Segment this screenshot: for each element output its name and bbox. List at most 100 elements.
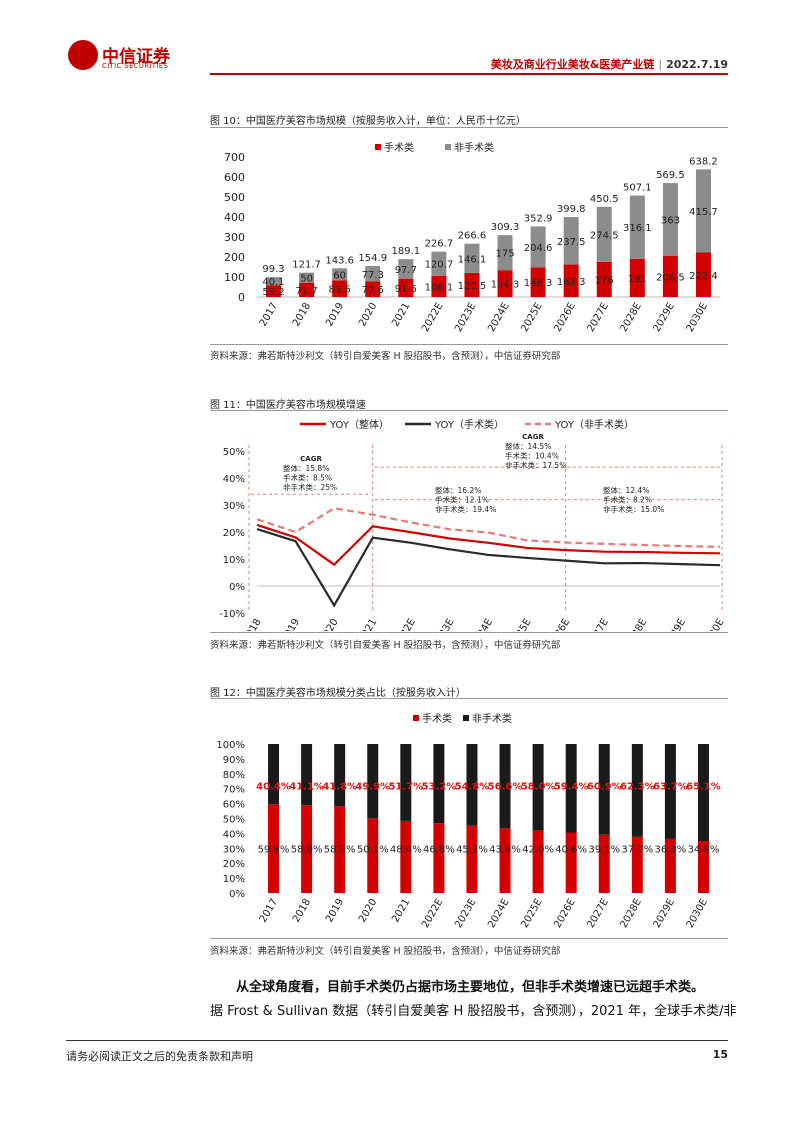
bar-segment-surgical — [334, 806, 346, 893]
data-label-total: 154.9 — [358, 253, 387, 264]
data-label-surgical: 91.5 — [395, 284, 417, 295]
bar-segment-surgical — [332, 280, 348, 297]
cagr-title: CAGR — [522, 433, 544, 441]
x-tick-label: 2021 — [390, 897, 412, 925]
data-label-nonsurgical: 60.9% — [587, 782, 622, 793]
y-tick-label: -10% — [219, 609, 245, 620]
cagr-text: 手术类：12.1% — [435, 495, 489, 505]
bar-segment-nonsurgical — [563, 217, 579, 265]
bar-segment-nonsurgical — [334, 744, 346, 807]
fig11-source: 资料来源：弗若斯特沙利文（转引自爱美客 H 股招股书，含预测），中信证券研究部 — [210, 640, 561, 651]
x-tick-label: 2026E — [552, 301, 577, 334]
bar-segment-nonsurgical — [365, 266, 381, 282]
bar-segment-nonsurgical — [433, 744, 445, 824]
x-tick-label: 2019 — [324, 897, 346, 925]
cagr-title: CAGR — [300, 455, 322, 463]
logo-subtext: CITIC SECURITIES — [102, 62, 169, 70]
data-label-nonsurgical: 58.0% — [521, 782, 556, 793]
bar-segment-surgical — [631, 836, 643, 893]
bar-segment-nonsurgical — [664, 744, 676, 839]
bar-segment-surgical — [398, 278, 414, 297]
x-tick-label: 2028E — [624, 617, 649, 631]
data-label-nonsurgical: 63.7% — [653, 782, 688, 793]
legend-label: 非手术类 — [472, 712, 512, 725]
data-label-surgical: 34.9% — [688, 844, 720, 855]
data-label-surgical: 134.3 — [491, 280, 520, 291]
x-tick-label: 2022E — [393, 617, 418, 631]
data-label-surgical: 40.6% — [555, 844, 587, 855]
data-label-total: 638.2 — [689, 156, 718, 167]
data-label-surgical: 58.2% — [324, 844, 356, 855]
page-number: 15 — [712, 1048, 728, 1061]
x-tick-label: 2024E — [486, 301, 511, 334]
bar-segment-nonsurgical — [466, 744, 478, 826]
y-tick-label: 10% — [223, 874, 245, 885]
x-tick-label: 2026E — [552, 897, 577, 930]
y-tick-label: 70% — [223, 785, 245, 796]
bar-segment-nonsurgical — [565, 744, 577, 833]
x-tick-label: 2019 — [280, 617, 302, 631]
y-tick-label: 10% — [223, 555, 245, 566]
fig11-chart: -10% 0% 10% 20% 30% 40% 50% YOY（整体） YOY（手术类） YOY（… — [219, 418, 726, 631]
body-paragraph: 据 Frost & Sullivan 数据（转引自爱美客 H 股招股书，含预测）… — [210, 1004, 737, 1019]
data-label-surgical: 71.7 — [295, 286, 317, 297]
bar-segment-nonsurgical — [367, 744, 379, 819]
data-label-nonsurgical: 204.6 — [524, 243, 553, 254]
data-label-nonsurgical: 175 — [495, 249, 514, 260]
x-tick-label: 2025E — [508, 617, 533, 631]
report-header: 美妆及商业行业美妆&医美产业链 | 2022.7.19 — [490, 58, 728, 71]
bar-segment-nonsurgical — [662, 183, 678, 256]
data-label-total: 189.1 — [392, 246, 421, 257]
x-tick-label: 2024E — [470, 617, 495, 631]
data-label-nonsurgical: 49.9% — [355, 782, 390, 793]
data-label-surgical: 77.6 — [362, 285, 384, 296]
x-tick-label: 2023E — [453, 301, 478, 334]
bar-segment-nonsurgical — [400, 744, 412, 821]
data-label-surgical: 46.8% — [423, 844, 455, 855]
data-label-nonsurgical: 415.7 — [689, 207, 718, 218]
y-tick-label: 100% — [216, 740, 245, 751]
bar-segment-surgical — [664, 838, 676, 893]
report-date: 2022.7.19 — [666, 58, 728, 71]
data-label-nonsurgical: 363 — [661, 215, 680, 226]
legend-swatch — [445, 144, 451, 150]
data-label-surgical: 36.3% — [655, 844, 687, 855]
bar-segment-surgical — [563, 264, 579, 297]
data-label-nonsurgical: 237.5 — [557, 237, 586, 248]
data-label-surgical: 106.1 — [425, 282, 454, 293]
data-label-nonsurgical: 40.1 — [262, 277, 284, 288]
legend-label: 手术类 — [384, 141, 414, 154]
bar-segment-nonsurgical — [268, 744, 280, 805]
data-label-surgical: 45.2% — [456, 844, 488, 855]
bar-segment-surgical — [301, 805, 313, 893]
bar-segment-nonsurgical — [631, 744, 643, 837]
cagr-text: 整体：14.5% — [505, 441, 551, 451]
fig10-chart: 0 100 200 300 400 500 600 700 手术类 非手术类 59.240.1 99.… — [224, 141, 720, 334]
bar-segment-surgical — [697, 840, 709, 893]
x-tick-label: 2025E — [519, 897, 544, 930]
data-label-nonsurgical: 40.4% — [256, 782, 291, 793]
bar-segment-surgical — [400, 820, 412, 893]
data-label-surgical: 42.0% — [522, 844, 554, 855]
x-tick-label: 2027E — [585, 301, 610, 334]
bar-segment-surgical — [466, 825, 478, 893]
data-label-total: 226.7 — [425, 239, 454, 250]
data-label-nonsurgical: 59.4% — [554, 782, 589, 793]
data-label-surgical: 148.3 — [524, 278, 553, 289]
citic-logo-icon — [68, 40, 98, 70]
data-label-total: 569.5 — [656, 170, 685, 181]
data-label-surgical: 50.1% — [357, 844, 389, 855]
data-label-nonsurgical: 274.5 — [590, 230, 619, 241]
cagr-text: 整体：16.2% — [435, 485, 481, 495]
x-tick-label: 2027E — [585, 617, 610, 631]
y-tick-label: 30% — [223, 501, 245, 512]
x-tick-label: 2025E — [519, 301, 544, 334]
cagr-text: 手术类：8.2% — [603, 495, 652, 505]
y-tick-label: 100 — [224, 271, 245, 284]
bar-segment-surgical — [464, 272, 480, 297]
bar-segment-surgical — [497, 270, 513, 297]
footer-disclaimer: 请务必阅读正文之后的免责条款和声明 — [66, 1050, 253, 1063]
y-tick-label: 500 — [224, 191, 245, 204]
x-tick-label: 2020 — [357, 897, 379, 925]
data-label-surgical: 39.1% — [588, 844, 620, 855]
